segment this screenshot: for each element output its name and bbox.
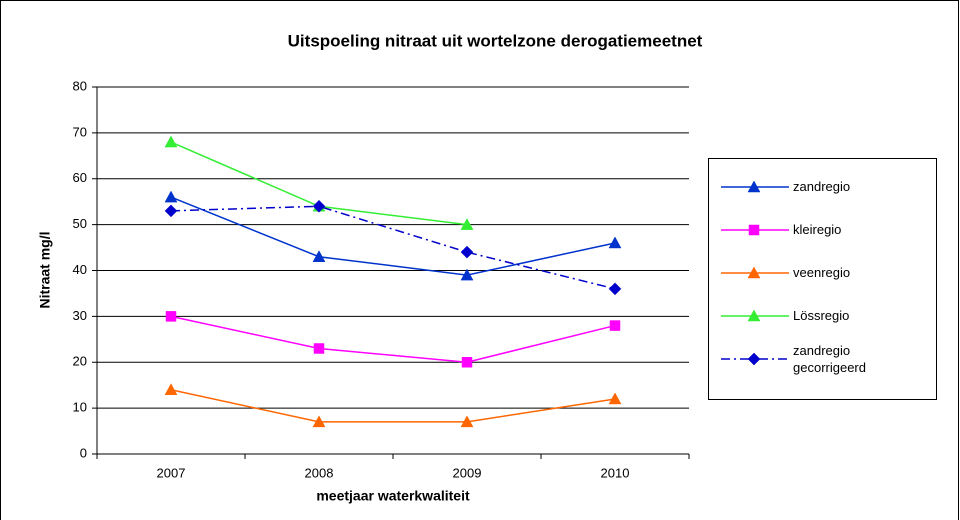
marker xyxy=(164,135,178,148)
legend-item: Lössregio xyxy=(709,294,936,337)
legend-swatch xyxy=(721,308,789,321)
series-line xyxy=(170,389,616,423)
y-tick-label: 70 xyxy=(73,124,87,139)
x-axis-label: meetjaar waterkwaliteit xyxy=(316,488,470,504)
marker xyxy=(461,357,473,368)
y-axis-label: Nitraat mg/l xyxy=(37,231,53,308)
series-line xyxy=(170,315,616,364)
legend-swatch xyxy=(721,224,789,235)
legend-swatch xyxy=(721,352,789,365)
y-tick-label: 40 xyxy=(73,262,87,277)
marker xyxy=(460,218,474,230)
chart-title: Uitspoeling nitraat uit wortelzone derog… xyxy=(288,31,703,50)
legend-item: zandregio xyxy=(709,165,936,208)
marker xyxy=(608,236,622,249)
marker xyxy=(608,282,622,296)
marker xyxy=(747,308,761,321)
y-tick-label: 60 xyxy=(73,170,87,185)
x-tick-label: 2007 xyxy=(157,465,186,480)
legend: zandregio kleiregio veenregio Lössregio zand… xyxy=(708,158,937,400)
marker xyxy=(460,268,474,281)
y-tick-label: 10 xyxy=(73,400,87,415)
marker xyxy=(312,415,326,428)
marker xyxy=(747,352,761,365)
legend-item: kleiregio xyxy=(709,208,936,251)
y-tick-label: 50 xyxy=(73,216,87,231)
marker xyxy=(164,383,178,396)
x-tick-label: 2010 xyxy=(601,465,630,480)
marker xyxy=(609,320,621,331)
marker xyxy=(747,179,761,192)
y-tick-label: 30 xyxy=(73,308,87,323)
legend-label: Lössregio xyxy=(793,308,850,323)
legend-label: kleiregio xyxy=(793,222,842,237)
marker xyxy=(312,199,326,213)
legend-swatch xyxy=(721,179,789,192)
y-tick-label: 20 xyxy=(73,354,87,369)
series-line xyxy=(170,196,616,276)
marker xyxy=(313,343,325,354)
legend-item: veenregio xyxy=(709,251,936,294)
marker xyxy=(312,250,326,262)
marker xyxy=(164,190,178,203)
marker xyxy=(460,245,474,259)
legend-swatch xyxy=(721,265,789,278)
marker xyxy=(608,392,622,405)
marker xyxy=(747,265,761,278)
y-tick-label: 0 xyxy=(80,445,87,460)
legend-label: zandregio xyxy=(793,179,851,194)
legend-item: zandregio gecorrigeerd xyxy=(709,337,936,380)
marker xyxy=(748,224,760,235)
legend-label: zandregio gecorrigeerd xyxy=(793,342,866,375)
x-tick-label: 2009 xyxy=(453,465,482,480)
legend-label: veenregio xyxy=(793,265,851,280)
marker xyxy=(460,415,474,428)
y-tick-label: 80 xyxy=(73,78,87,93)
marker xyxy=(165,311,177,322)
marker xyxy=(164,204,178,218)
x-tick-label: 2008 xyxy=(305,465,334,480)
